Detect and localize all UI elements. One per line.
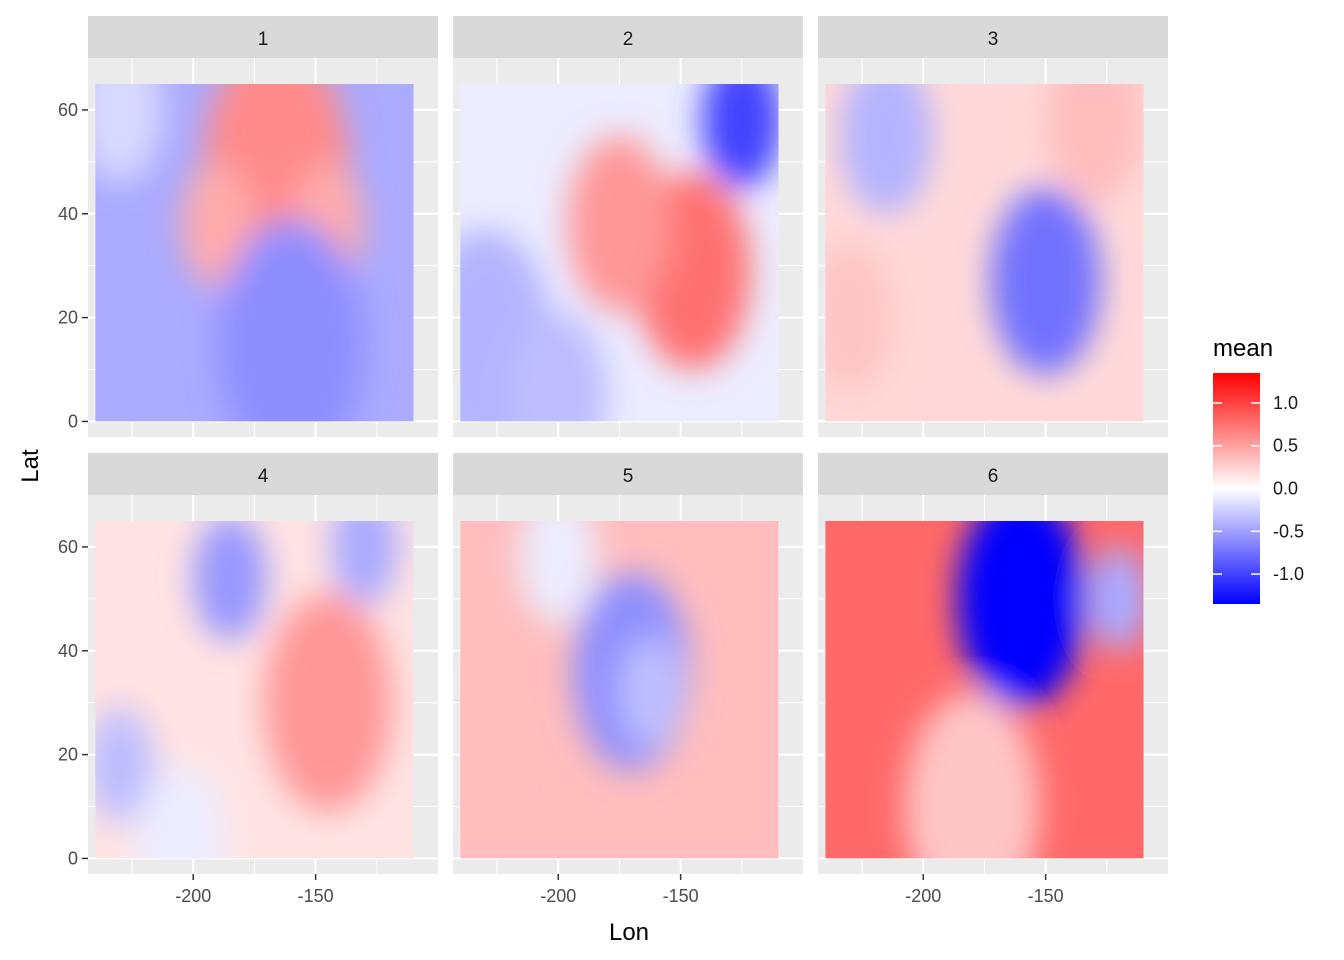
legend: mean 1.0 0.5 0.0 -0.5 -1.0 (1213, 335, 1304, 604)
facet-panel-6: 6 (818, 453, 1168, 874)
x-tick-label: -200 (175, 886, 211, 906)
legend-title: mean (1213, 335, 1273, 362)
heatmap-cell (460, 676, 507, 833)
heatmap-cell (217, 218, 365, 422)
heatmap-cell (181, 161, 255, 287)
facet-label: 5 (623, 466, 634, 487)
heatmap-cell (990, 187, 1101, 375)
heatmap-cell (135, 764, 227, 859)
facet-strip (818, 16, 1168, 58)
heatmap-cell (330, 520, 399, 605)
y-axis-title: Lat (17, 449, 44, 483)
heatmap-cell (95, 83, 163, 183)
x-tick-label: -150 (663, 886, 699, 906)
heatmap-cell (193, 520, 267, 641)
x-tick-label: -150 (298, 886, 334, 906)
heatmap-cell (1045, 83, 1144, 204)
facet-panel-2: 2 (453, 16, 803, 437)
y-tick-label: 40 (58, 641, 78, 661)
facet-label: 6 (988, 466, 999, 487)
x-tick-label: -200 (905, 886, 941, 906)
heatmap-cell (263, 593, 393, 812)
axes: 0 20 40 60 -200 -150 0 20 40 60 -200 -150 -200 -150 (58, 100, 1064, 906)
facet-strip (88, 453, 438, 495)
heatmap-cell (956, 520, 1086, 708)
heatmap-cell (825, 239, 896, 396)
legend-tick-label: 0.5 (1273, 436, 1298, 456)
x-axis-title: Lon (609, 919, 649, 946)
heatmap-cell (518, 520, 599, 625)
heatmap-field (460, 520, 779, 859)
heatmap-cell (702, 83, 779, 188)
heatmap-field (95, 520, 414, 859)
y-tick-label: 40 (58, 204, 78, 224)
heatmap-cell (840, 83, 933, 214)
facet-panel-4: 4 (88, 453, 438, 874)
legend-tick-label: -1.0 (1273, 564, 1304, 584)
facet-label: 2 (623, 29, 634, 50)
facet-panel-5: 5 (453, 453, 803, 874)
facet-strip (88, 16, 438, 58)
x-tick-label: -150 (1028, 886, 1064, 906)
heatmap-cell (904, 692, 1040, 859)
heatmap-cell (567, 135, 672, 313)
facet-panel-3: 3 (818, 16, 1168, 437)
heatmap-cell (617, 635, 685, 750)
y-tick-label: 20 (58, 308, 78, 328)
facet-panel-1: 1 (88, 16, 438, 437)
facet-label: 3 (988, 29, 999, 50)
heatmap-cell (509, 312, 608, 422)
y-tick-label: 60 (58, 537, 78, 557)
x-tick-label: -200 (540, 886, 576, 906)
y-tick-label: 0 (68, 848, 78, 868)
heatmap-field (95, 83, 414, 422)
facet-label: 1 (258, 29, 269, 50)
facet-strip (818, 453, 1168, 495)
facet-strip (453, 453, 803, 495)
legend-tick-label: -0.5 (1273, 521, 1304, 541)
legend-tick-label: 0.0 (1273, 479, 1298, 499)
facet-strip (453, 16, 803, 58)
heatmap-cell (95, 707, 154, 823)
y-tick-label: 0 (68, 411, 78, 431)
facet-panels: 1 2 3 4 5 6 (88, 16, 1168, 874)
heatmap-field (825, 520, 1144, 859)
heatmap-field (460, 83, 779, 422)
heatmap-cell (1088, 546, 1144, 651)
y-tick-label: 60 (58, 100, 78, 120)
heatmap-field (825, 83, 1144, 422)
facet-label: 4 (258, 466, 269, 487)
legend-tick-label: 1.0 (1273, 393, 1298, 413)
y-tick-label: 20 (58, 745, 78, 765)
